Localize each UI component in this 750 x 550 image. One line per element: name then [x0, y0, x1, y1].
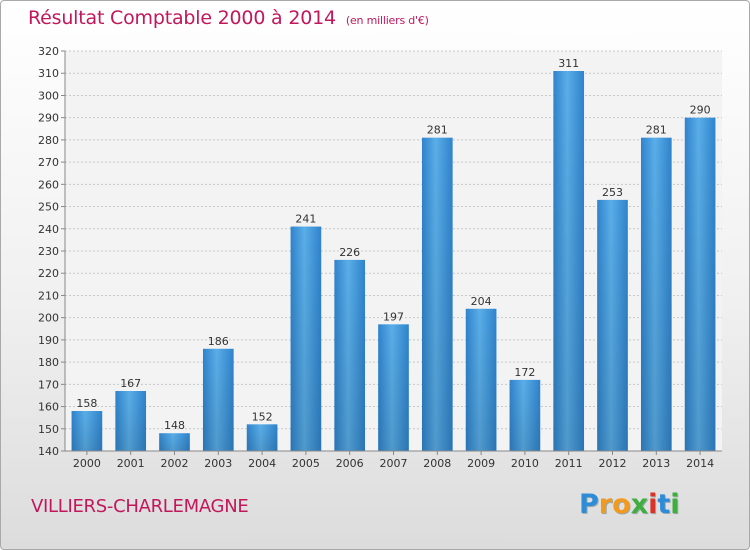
y-tick-label: 240	[38, 223, 59, 236]
x-tick-label: 2009	[467, 457, 495, 470]
x-tick-label: 2003	[204, 457, 232, 470]
logo-letter: P	[579, 489, 599, 520]
axis-layer: 140 150 160 170 180 190 200 210 220 230 240 250 260 2…	[38, 45, 722, 470]
proxiti-logo: Proxiti	[579, 489, 680, 520]
value-label: 172	[514, 366, 535, 379]
value-label: 241	[295, 213, 316, 226]
bar-shade	[159, 433, 190, 451]
x-tick-label: 2002	[161, 457, 189, 470]
value-label: 204	[471, 295, 492, 308]
y-tick-label: 260	[38, 178, 59, 191]
y-tick-label: 170	[38, 378, 59, 391]
logo-letter: r	[598, 489, 613, 520]
bar-shade	[334, 259, 366, 451]
x-tick-label: 2008	[423, 457, 451, 470]
logo-letter: o	[612, 489, 631, 520]
bar-shade	[465, 308, 497, 451]
value-label: 197	[383, 310, 404, 323]
bar-shade	[684, 117, 716, 452]
value-label: 311	[558, 57, 579, 70]
y-tick-label: 230	[38, 245, 59, 258]
bars-layer: 158 167 148 186 152 241 226 197 281 204 172 311 253 2…	[71, 57, 716, 452]
bar-shade	[509, 379, 541, 451]
x-tick-label: 2011	[555, 457, 583, 470]
chart-subtitle: (en milliers d'€)	[345, 14, 429, 27]
y-tick-label: 310	[38, 67, 59, 80]
y-tick-label: 290	[38, 112, 59, 125]
logo-letter: t	[657, 489, 671, 520]
value-label: 158	[76, 397, 97, 410]
y-tick-label: 300	[38, 89, 59, 102]
chart-title-text: Résultat Comptable 2000 à 2014	[28, 7, 336, 29]
value-label: 167	[120, 377, 141, 390]
logo-letter: i	[648, 489, 658, 520]
x-tick-label: 2006	[336, 457, 364, 470]
y-tick-label: 280	[38, 134, 59, 147]
bar-shade	[378, 324, 409, 451]
value-label: 186	[208, 335, 229, 348]
y-tick-label: 270	[38, 156, 59, 169]
chart-title: Résultat Comptable 2000 à 2014 (en millie…	[28, 7, 429, 29]
x-tick-label: 2001	[117, 457, 145, 470]
y-tick-label: 180	[38, 356, 59, 369]
y-tick-label: 250	[38, 201, 59, 214]
y-tick-label: 140	[38, 445, 59, 458]
value-label: 148	[164, 419, 185, 432]
value-label: 253	[602, 186, 623, 199]
y-tick-label: 320	[38, 45, 59, 58]
value-label: 152	[252, 410, 273, 423]
y-tick-label: 160	[38, 401, 59, 414]
x-tick-label: 2004	[248, 457, 276, 470]
y-tick-label: 220	[38, 267, 59, 280]
bar-shade	[202, 348, 234, 451]
x-tick-label: 2005	[292, 457, 320, 470]
y-tick-label: 210	[38, 289, 59, 302]
x-tick-label: 2007	[380, 457, 408, 470]
logo-letter: x	[630, 489, 649, 520]
bar-shade	[597, 199, 628, 451]
bar-shade	[553, 71, 585, 451]
bar-shade	[290, 226, 322, 451]
x-tick-label: 2012	[599, 457, 627, 470]
bar-shade	[115, 391, 147, 451]
y-tick-label: 190	[38, 334, 59, 347]
y-tick-label: 150	[38, 423, 59, 436]
x-tick-label: 2013	[642, 457, 670, 470]
y-tick-label: 200	[38, 312, 59, 325]
value-label: 290	[690, 104, 711, 117]
bar-shade	[71, 411, 103, 451]
bar-shade	[421, 137, 453, 451]
x-tick-label: 2014	[686, 457, 714, 470]
x-tick-label: 2000	[73, 457, 101, 470]
value-label: 281	[646, 124, 667, 137]
x-tick-label: 2010	[511, 457, 539, 470]
logo-letter: i	[670, 489, 680, 520]
bar-shade	[246, 424, 278, 451]
place-name: VILLIERS-CHARLEMAGNE	[31, 496, 249, 517]
bar-shade	[640, 137, 672, 451]
value-label: 226	[339, 246, 360, 259]
value-label: 281	[427, 124, 448, 137]
